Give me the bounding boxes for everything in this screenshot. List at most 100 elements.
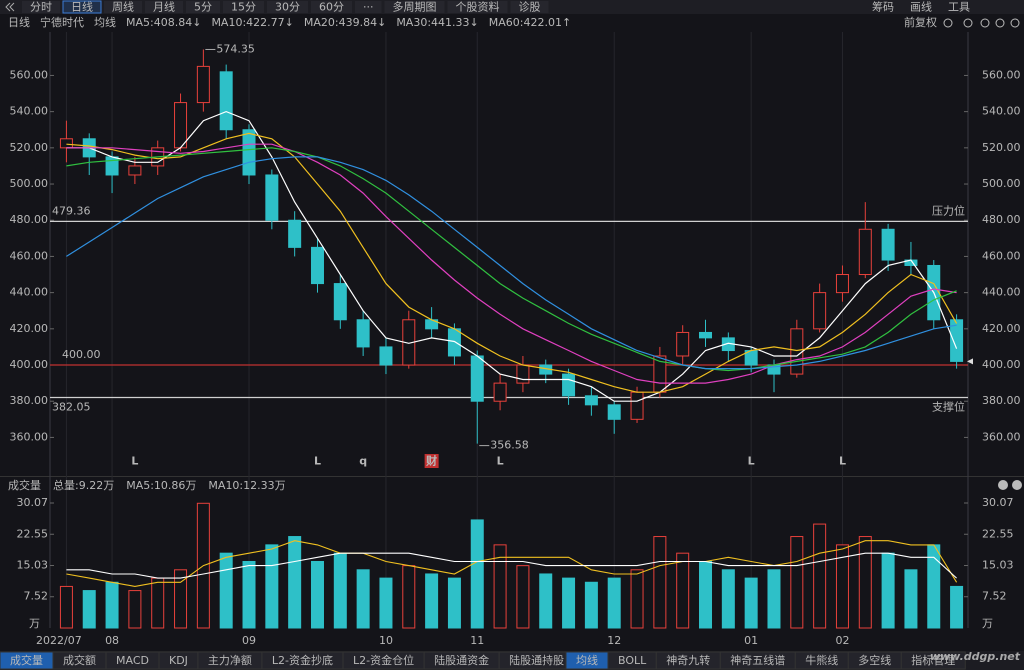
volume-bar [630, 569, 644, 629]
volume-bar [767, 569, 781, 629]
event-marker[interactable]: L [131, 455, 138, 468]
indicator-tab-bg[interactable] [900, 651, 966, 670]
toolbar-tab[interactable]: ··· [363, 1, 374, 14]
event-marker[interactable]: L [314, 455, 321, 468]
toolbar-tab[interactable]: 周线 [112, 0, 134, 14]
toolbar-tab-bg[interactable] [186, 1, 220, 13]
volume-tick-label: 7.52 [24, 590, 49, 603]
indicator-tab[interactable]: 均线 [576, 653, 598, 667]
volume-tick-label: 15.03 [17, 559, 49, 572]
indicator-tab[interactable]: 指标管理 [911, 653, 955, 667]
event-marker[interactable]: L [748, 455, 755, 468]
y-tick-label-right: 540.00 [982, 105, 1021, 118]
x-tick-label: 01 [744, 634, 758, 647]
x-tick-label: 08 [105, 634, 119, 647]
event-marker[interactable]: q [359, 455, 367, 468]
indicator-tab[interactable]: BOLL [618, 654, 647, 667]
volume-tick-label-right: 22.55 [982, 527, 1014, 540]
volume-bar [607, 577, 621, 629]
toolbar-icon[interactable] [1010, 18, 1020, 28]
event-box [424, 454, 439, 468]
back-icon[interactable] [5, 2, 15, 12]
event-marker[interactable]: L [839, 455, 846, 468]
toolbar-tab[interactable]: 个股资料 [456, 0, 500, 14]
indicator-tab[interactable]: 陆股通资金 [434, 653, 489, 667]
toolbar-tab-bg[interactable] [62, 0, 102, 14]
toolbar-icon[interactable] [995, 18, 1005, 28]
volume-tick-label-right: 30.07 [982, 496, 1014, 509]
toolbar-tool[interactable]: 工具 [948, 1, 970, 14]
toolbar-tab-bg[interactable] [384, 1, 445, 13]
toolbar-tab-bg[interactable] [447, 1, 508, 13]
ma-line [66, 132, 958, 393]
volume-bar [310, 560, 324, 629]
toolbar-tab[interactable]: 30分 [275, 1, 300, 14]
watermark: www.ddgp.net [930, 650, 1021, 663]
candle-body [196, 65, 210, 104]
pane-divider [0, 476, 1024, 477]
toolbar-tab-bg[interactable] [267, 1, 308, 13]
indicator-tab[interactable]: 神奇五线谱 [730, 653, 785, 667]
indicator-tab[interactable]: 牛熊线 [805, 653, 838, 667]
volume-tick-label: 22.55 [17, 527, 49, 540]
toolbar-tab-bg[interactable] [223, 1, 264, 13]
indicator-tab[interactable]: 多空线 [858, 653, 891, 667]
pane-icon[interactable] [998, 480, 1008, 490]
volume-bar [151, 577, 165, 629]
candle-body [493, 382, 507, 402]
event-marker[interactable]: L [497, 455, 504, 468]
toolbar-tab[interactable]: 月线 [153, 0, 175, 14]
toolbar-tab-bg[interactable] [145, 1, 183, 13]
y-tick-label: 520.00 [10, 141, 49, 154]
indicator-tab[interactable]: KDJ [169, 654, 188, 667]
toolbar-tool[interactable]: 筹码 [872, 0, 894, 14]
toolbar-tab-bg[interactable] [104, 1, 142, 13]
volume-bar [82, 590, 96, 629]
toolbar-icon[interactable] [980, 18, 990, 28]
volume-bar [744, 577, 758, 629]
indicator-tab[interactable]: 神奇九转 [666, 653, 710, 667]
last-price-pointer [967, 358, 973, 365]
indicator-tab[interactable]: 成交额 [63, 653, 96, 667]
y-tick-label-right: 480.00 [982, 213, 1021, 226]
candle-body [790, 328, 804, 375]
toolbar-tab-bg[interactable] [22, 1, 60, 13]
y-tick-label-right: 440.00 [982, 286, 1021, 299]
y-tick-label: 460.00 [10, 249, 49, 262]
event-marker[interactable]: 财 [425, 454, 437, 468]
y-tick-label: 440.00 [10, 286, 49, 299]
candle-body [219, 71, 233, 131]
indicator-tab[interactable]: L2-资金仓位 [353, 653, 414, 667]
volume-bar [835, 544, 849, 629]
indicator-tab[interactable]: 主力净额 [208, 653, 252, 667]
toolbar-tab[interactable]: 5分 [194, 1, 212, 14]
volume-bar [950, 585, 964, 629]
volume-ma-legend: MA5:10.86万 [126, 479, 196, 492]
toolbar-tab[interactable]: 日线 [71, 0, 93, 14]
volume-bar [470, 519, 484, 629]
toolbar-tool[interactable]: 画线 [910, 0, 932, 14]
toolbar-tab-bg[interactable] [510, 1, 549, 13]
toolbar-tab[interactable]: 分时 [30, 1, 52, 14]
pane-icon[interactable] [1012, 480, 1022, 490]
indicator-tab[interactable]: 陆股通持股 [509, 653, 564, 667]
toolbar-tab-bg[interactable] [355, 1, 382, 13]
candle-body [676, 331, 690, 357]
toolbar-tab[interactable]: 诊股 [519, 0, 541, 14]
toolbar-icon[interactable] [963, 18, 973, 28]
candle-body [447, 328, 461, 357]
indicator-tab[interactable]: MACD [116, 654, 149, 667]
volume-tick-label-right: 7.52 [982, 590, 1007, 603]
indicator-tab[interactable]: 成交量 [10, 653, 43, 667]
toolbar-icon[interactable] [943, 18, 953, 28]
reference-label: 382.05 [52, 401, 91, 414]
toolbar-tab[interactable]: 60分 [319, 1, 344, 14]
toolbar-tab-bg[interactable] [311, 1, 352, 13]
reference-label: 400.00 [62, 348, 101, 361]
adjust-label[interactable]: 前复权 [904, 15, 937, 29]
toolbar-tab[interactable]: 15分 [231, 1, 256, 14]
volume-bar [402, 565, 416, 629]
indicator-tab[interactable]: L2-资金抄底 [272, 653, 333, 667]
candle-body [333, 283, 347, 321]
toolbar-tab[interactable]: 多周期图 [393, 0, 437, 14]
